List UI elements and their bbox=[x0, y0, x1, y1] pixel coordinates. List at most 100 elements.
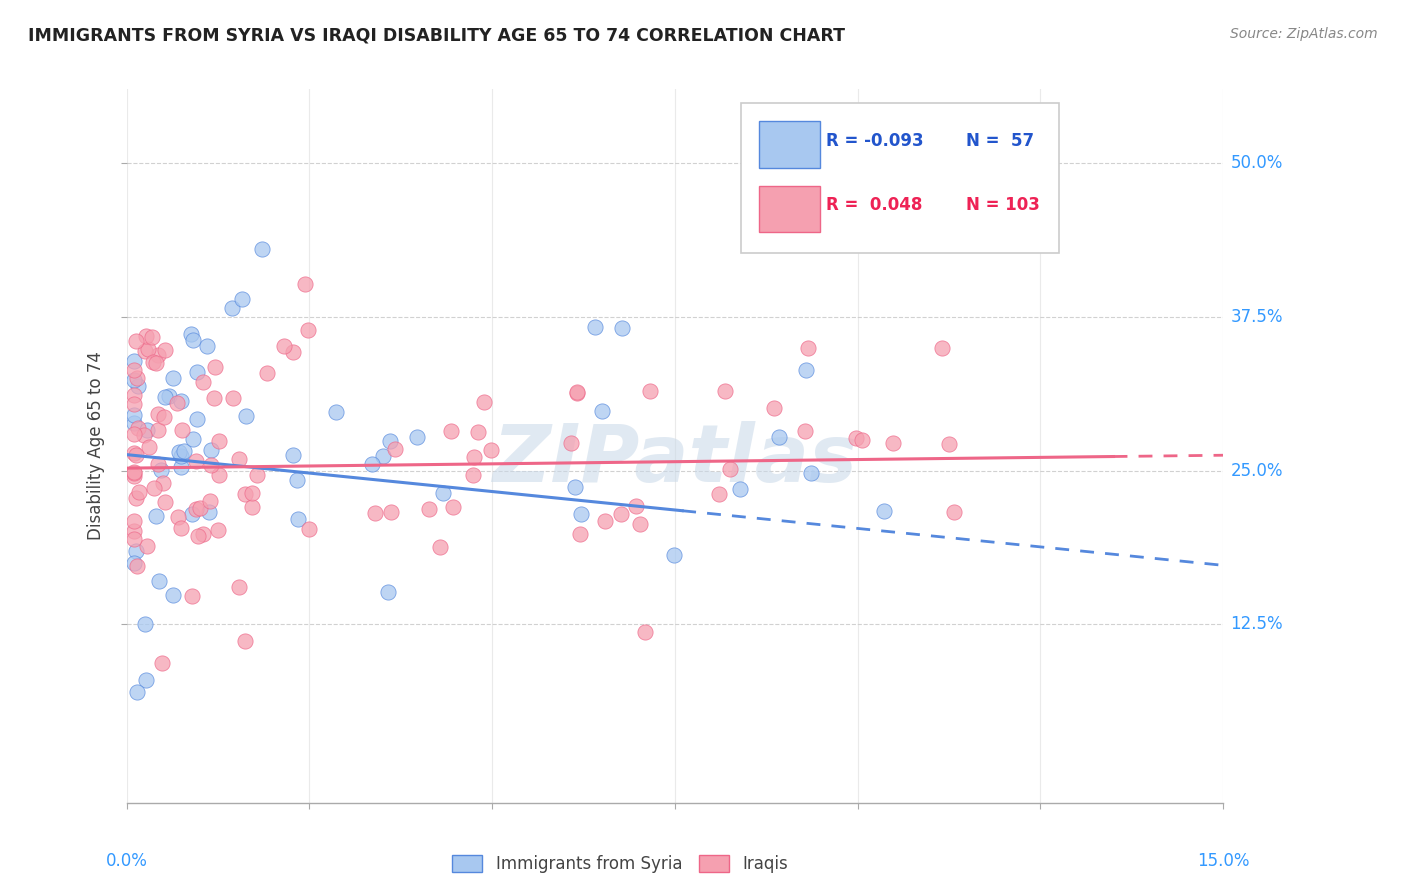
Point bbox=[942, 505, 965, 519]
Point bbox=[122, 388, 145, 402]
Point bbox=[170, 393, 193, 408]
Point bbox=[135, 673, 157, 687]
Text: R =  0.048: R = 0.048 bbox=[827, 196, 922, 214]
Point bbox=[198, 505, 221, 519]
Point bbox=[150, 463, 173, 477]
Point bbox=[718, 462, 741, 476]
Text: Source: ZipAtlas.com: Source: ZipAtlas.com bbox=[1230, 27, 1378, 41]
Point bbox=[633, 624, 655, 639]
Point bbox=[707, 487, 730, 501]
Point bbox=[564, 480, 586, 494]
Point bbox=[624, 499, 647, 513]
Point bbox=[796, 341, 818, 355]
Point bbox=[463, 450, 485, 464]
Point bbox=[794, 363, 817, 377]
Point bbox=[256, 367, 278, 381]
Point bbox=[122, 469, 145, 483]
Point bbox=[122, 467, 145, 481]
Point bbox=[297, 323, 319, 337]
Point bbox=[166, 395, 188, 409]
Point bbox=[240, 500, 263, 515]
Point bbox=[193, 526, 215, 541]
Point bbox=[122, 532, 145, 546]
Point bbox=[377, 585, 399, 599]
Point bbox=[190, 500, 212, 515]
Point bbox=[222, 391, 245, 405]
Point bbox=[233, 634, 256, 648]
Point bbox=[145, 508, 167, 523]
Point bbox=[138, 440, 160, 454]
Text: 50.0%: 50.0% bbox=[1230, 154, 1282, 172]
Text: IMMIGRANTS FROM SYRIA VS IRAQI DISABILITY AGE 65 TO 74 CORRELATION CHART: IMMIGRANTS FROM SYRIA VS IRAQI DISABILIT… bbox=[28, 27, 845, 45]
Point bbox=[281, 345, 304, 359]
Point bbox=[240, 486, 263, 500]
Point bbox=[184, 453, 207, 467]
Point bbox=[138, 342, 160, 356]
Point bbox=[122, 363, 145, 377]
Point bbox=[429, 540, 451, 554]
Point bbox=[287, 512, 309, 526]
Point bbox=[360, 457, 382, 471]
Point bbox=[134, 428, 156, 442]
FancyBboxPatch shape bbox=[759, 121, 820, 168]
Point bbox=[793, 424, 815, 438]
Point bbox=[221, 301, 243, 315]
Point bbox=[125, 334, 148, 349]
Point bbox=[384, 442, 406, 456]
Point bbox=[246, 467, 269, 482]
Point bbox=[287, 473, 309, 487]
Point bbox=[380, 505, 402, 519]
Point bbox=[198, 493, 221, 508]
Point bbox=[150, 656, 173, 670]
Point bbox=[125, 448, 148, 462]
Text: 15.0%: 15.0% bbox=[1197, 852, 1250, 870]
Point bbox=[378, 434, 401, 448]
Point bbox=[931, 341, 953, 355]
Point bbox=[186, 412, 208, 426]
Point bbox=[200, 458, 222, 472]
Text: ZIPatlas: ZIPatlas bbox=[492, 421, 858, 500]
Point bbox=[134, 343, 156, 358]
Point bbox=[122, 556, 145, 570]
Point bbox=[152, 476, 174, 491]
Point bbox=[565, 384, 588, 399]
Point bbox=[142, 481, 165, 495]
Point bbox=[127, 421, 149, 435]
Point bbox=[170, 424, 193, 438]
Point bbox=[591, 403, 613, 417]
Point bbox=[142, 355, 165, 369]
FancyBboxPatch shape bbox=[759, 186, 820, 232]
Point bbox=[472, 394, 495, 409]
Point bbox=[583, 319, 606, 334]
Point bbox=[127, 379, 149, 393]
Point bbox=[638, 384, 661, 398]
Point bbox=[294, 277, 316, 291]
FancyBboxPatch shape bbox=[741, 103, 1059, 253]
Point bbox=[768, 430, 790, 444]
Point bbox=[467, 425, 489, 439]
Point bbox=[763, 401, 786, 415]
Point bbox=[628, 517, 651, 532]
Point bbox=[148, 574, 170, 588]
Point bbox=[568, 527, 591, 541]
Point bbox=[441, 500, 464, 514]
Point bbox=[231, 292, 253, 306]
Point bbox=[159, 389, 181, 403]
Point bbox=[173, 444, 195, 458]
Point bbox=[714, 384, 737, 399]
Point bbox=[170, 520, 193, 534]
Point bbox=[373, 449, 395, 463]
Point bbox=[122, 417, 145, 431]
Point bbox=[122, 446, 145, 460]
Point bbox=[851, 433, 873, 447]
Point bbox=[181, 432, 204, 446]
Point bbox=[800, 466, 823, 480]
Point bbox=[125, 491, 148, 506]
Point bbox=[127, 558, 149, 573]
Point bbox=[146, 424, 169, 438]
Point bbox=[208, 434, 231, 449]
Point bbox=[170, 449, 193, 463]
Point bbox=[882, 435, 904, 450]
Text: 12.5%: 12.5% bbox=[1230, 615, 1282, 633]
Point bbox=[122, 427, 145, 442]
